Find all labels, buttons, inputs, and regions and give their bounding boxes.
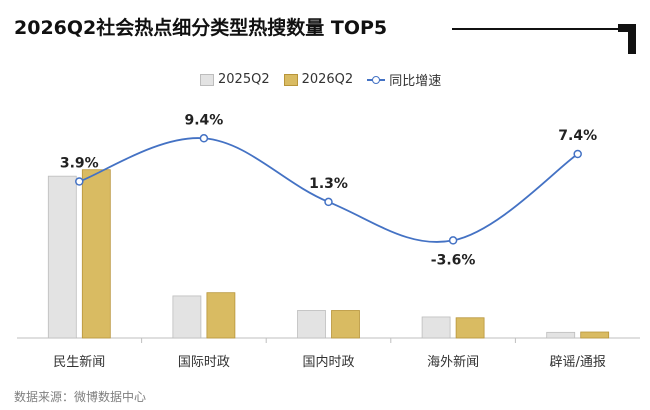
chart-title: 2026Q2社会热点细分类型热搜数量 TOP5	[14, 17, 388, 39]
legend-label-2025: 2025Q2	[218, 72, 270, 87]
bar-2025Q2-4	[546, 331, 576, 339]
legend: 2025Q2 2026Q2 同比增速	[200, 70, 455, 89]
bar-2026Q2-4	[580, 331, 610, 339]
legend-label-growth: 同比增速	[389, 74, 442, 89]
growth-label-4: 7.4%	[558, 128, 597, 144]
bar-2026Q2-0	[81, 169, 111, 339]
x-tick-label-2: 国内时政	[302, 354, 354, 370]
legend-item-2026: 2026Q2	[283, 72, 354, 87]
growth-point-0	[75, 177, 84, 186]
growth-label-3: -3.6%	[431, 252, 476, 268]
growth-label-2: 1.3%	[309, 176, 348, 192]
x-tick-label-0: 民生新闻	[53, 354, 105, 370]
corner-mark-vertical	[628, 24, 636, 54]
corner-mark-horizontal	[618, 24, 636, 32]
legend-line-key	[367, 75, 386, 85]
data-source: 数据来源：微博数据中心	[14, 390, 147, 404]
growth-point-3	[448, 236, 458, 245]
x-tick-label-4: 辟谣/通报	[550, 355, 606, 370]
legend-label-2026: 2026Q2	[301, 72, 354, 87]
growth-label-1: 9.4%	[184, 112, 223, 128]
growth-point-4	[573, 149, 582, 159]
legend-item-growth: 同比增速	[367, 70, 441, 89]
title-rule	[452, 28, 618, 30]
growth-point-1	[199, 134, 209, 143]
growth-label-0: 3.9%	[60, 156, 99, 172]
legend-item-2025: 2025Q2	[200, 72, 270, 87]
x-tick-label-1: 国际时政	[178, 355, 230, 370]
bar-2025Q2-2	[297, 310, 326, 339]
bar-2025Q2-1	[172, 295, 202, 339]
legend-swatch-2025	[200, 73, 214, 86]
bar-2026Q2-3	[455, 317, 485, 339]
bar-2025Q2-0	[47, 175, 77, 339]
x-tick-label-3: 海外新闻	[427, 354, 479, 370]
legend-swatch-2026	[283, 73, 298, 86]
bar-2026Q2-2	[331, 310, 360, 339]
bar-2026Q2-1	[206, 292, 236, 339]
growth-point-2	[324, 197, 333, 207]
bar-2025Q2-3	[421, 316, 451, 339]
